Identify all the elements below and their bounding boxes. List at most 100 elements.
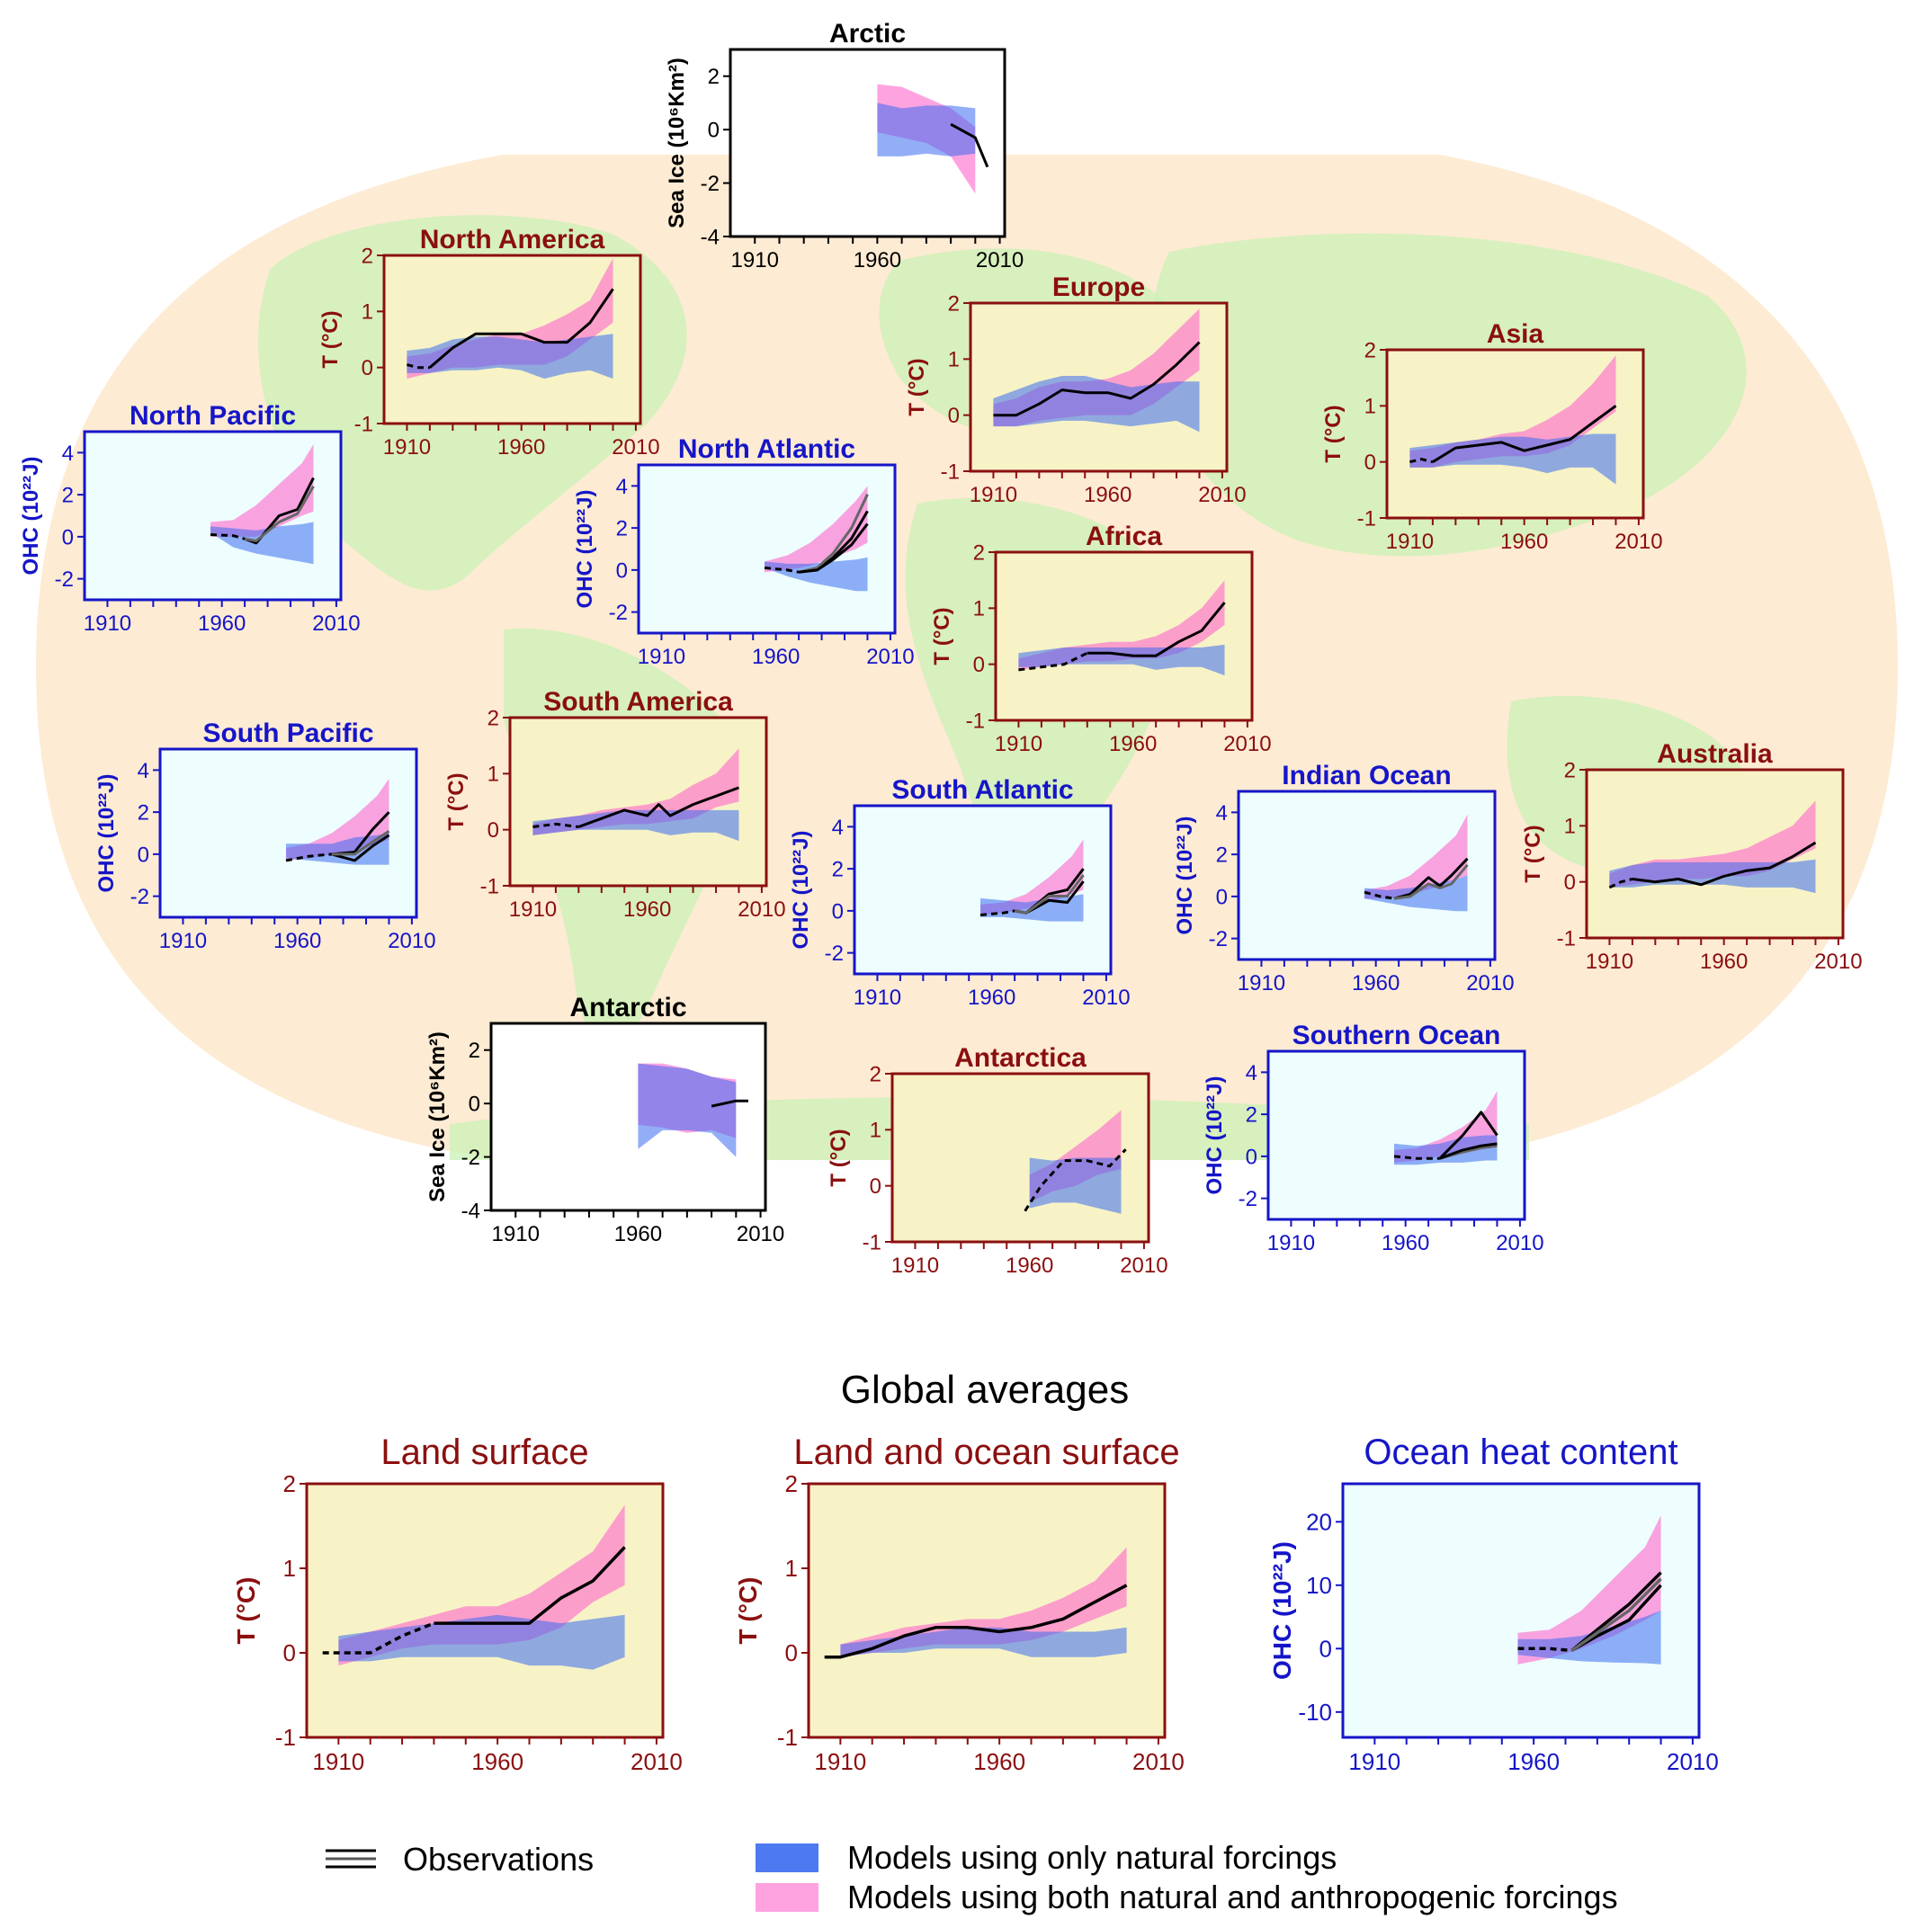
observation-line — [798, 522, 869, 574]
y-tick-label: 0 — [973, 653, 985, 677]
panel-title: Antarctica — [954, 1043, 1087, 1073]
y-axis-label: OHC (10²²J) — [1173, 816, 1197, 934]
y-tick-label: 0 — [870, 1174, 881, 1199]
y-axis-label: OHC (10²²J) — [789, 830, 813, 949]
panel-europe: Europe 2 1 0 -1 1910 1960 2010 T (°C) — [905, 272, 1247, 507]
x-tick-label: 2010 — [312, 611, 360, 636]
observation-line — [434, 1546, 626, 1625]
panel-background — [639, 465, 895, 633]
panel-frame — [83, 430, 343, 602]
observation-line — [1024, 1148, 1127, 1212]
natural-band — [532, 809, 739, 842]
y-tick-label: 2 — [870, 1062, 881, 1086]
observation-line — [1393, 1155, 1440, 1160]
panel-title: South Pacific — [202, 719, 373, 748]
y-tick-label: 0 — [708, 119, 720, 143]
legend: Observations Models using only natural f… — [326, 1839, 1618, 1915]
observation-line — [1570, 1577, 1662, 1652]
global-averages-title: Global averages — [841, 1368, 1129, 1412]
legend-observations-swatch — [326, 1849, 376, 1869]
plot-area — [877, 84, 989, 194]
panel-frame — [305, 1482, 665, 1739]
y-tick-label: 4 — [1246, 1061, 1257, 1085]
panel-title: Australia — [1657, 739, 1773, 769]
panel-title: Ocean heat content — [1364, 1433, 1677, 1472]
plot-area — [210, 444, 315, 565]
panel-north-atlantic: North Atlantic 4 2 0 -2 1910 1960 2010 OHC (10²²… — [573, 434, 915, 669]
observation-line — [407, 363, 430, 370]
plot-area — [1517, 1515, 1662, 1665]
y-tick-label: 0 — [138, 843, 149, 867]
observation-line — [824, 1584, 1128, 1659]
legend-anthropogenic-swatch — [756, 1883, 818, 1912]
y-tick-label: 2 — [1246, 1103, 1257, 1128]
y-tick-label: -4 — [701, 225, 720, 249]
y-axis-label: T (°C) — [905, 358, 929, 415]
anthropogenic-band — [765, 486, 868, 573]
x-tick-label: 2010 — [1667, 1748, 1719, 1775]
y-tick-label: -2 — [1209, 927, 1228, 951]
y-axis-label: T (°C) — [1521, 825, 1545, 882]
panel-title: Africa — [1086, 522, 1162, 551]
panel-frame — [1341, 1482, 1701, 1739]
x-tick-label: 2010 — [1814, 950, 1862, 974]
plot-area — [993, 308, 1201, 433]
y-tick-label: -2 — [701, 172, 720, 196]
y-tick-label: -1 — [1557, 926, 1576, 951]
y-tick-label: 2 — [1216, 844, 1228, 868]
plot-area — [1409, 355, 1617, 485]
y-tick-label: 2 — [708, 65, 720, 89]
panel-asia: Asia 2 1 0 -1 1910 1960 2010 T (°C) — [1321, 319, 1663, 554]
x-tick-label: 1960 — [1500, 530, 1548, 554]
y-axis-label: T (°C) — [1321, 405, 1346, 462]
observation-line — [1018, 651, 1088, 672]
x-tick-label: 1910 — [84, 611, 131, 636]
y-tick-label: 2 — [1364, 338, 1376, 362]
y-tick-label: -1 — [966, 709, 985, 733]
panel-title: Land surface — [380, 1433, 588, 1472]
panel-frame — [890, 1072, 1150, 1244]
x-tick-label: 1960 — [623, 897, 671, 922]
observation-line — [322, 1621, 435, 1655]
y-tick-label: 0 — [283, 1639, 296, 1666]
plot-area — [1608, 800, 1817, 894]
y-tick-label: 2 — [948, 291, 960, 316]
x-tick-label: 1910 — [509, 897, 557, 922]
panel-frame — [382, 254, 642, 425]
y-tick-label: -2 — [825, 942, 844, 966]
x-tick-label: 1910 — [492, 1222, 540, 1246]
observation-line — [993, 341, 1201, 417]
y-tick-label: -2 — [1239, 1187, 1257, 1211]
observation-line — [1393, 857, 1469, 900]
panel-frame — [1237, 790, 1497, 961]
panel-title: North Atlantic — [678, 434, 855, 464]
legend-natural-swatch — [756, 1843, 818, 1872]
observation-line — [1087, 602, 1226, 657]
x-tick-label: 1910 — [1238, 971, 1285, 995]
y-tick-label: 2 — [973, 540, 985, 565]
plot-area — [979, 839, 1085, 922]
natural-band — [765, 557, 868, 592]
y-tick-label: -2 — [55, 567, 74, 592]
y-tick-label: 2 — [283, 1470, 296, 1497]
y-tick-label: -4 — [461, 1199, 480, 1223]
x-tick-label: 2010 — [1614, 530, 1662, 554]
y-tick-label: 2 — [1564, 758, 1576, 782]
x-tick-label: 1960 — [752, 645, 800, 669]
legend-natural-label: Models using only natural forcings — [847, 1839, 1337, 1876]
y-tick-label: 0 — [469, 1093, 480, 1117]
panel-background — [1587, 770, 1843, 938]
x-tick-label: 1910 — [383, 435, 431, 460]
y-tick-label: 2 — [469, 1039, 480, 1063]
x-tick-label: 1960 — [854, 248, 901, 272]
observation-line — [428, 288, 614, 369]
y-tick-label: 1 — [948, 348, 960, 372]
plot-area — [1393, 1091, 1498, 1165]
panel-arctic: Arctic 2 0 -2 -4 1910 1960 2010 Sea Ice (10⁶Km²) — [665, 19, 1024, 272]
observation-line — [285, 852, 332, 862]
y-tick-label: -1 — [275, 1724, 296, 1751]
observation-line — [979, 909, 1015, 916]
x-tick-label: 1910 — [814, 1748, 866, 1775]
panel-frame — [853, 804, 1113, 976]
